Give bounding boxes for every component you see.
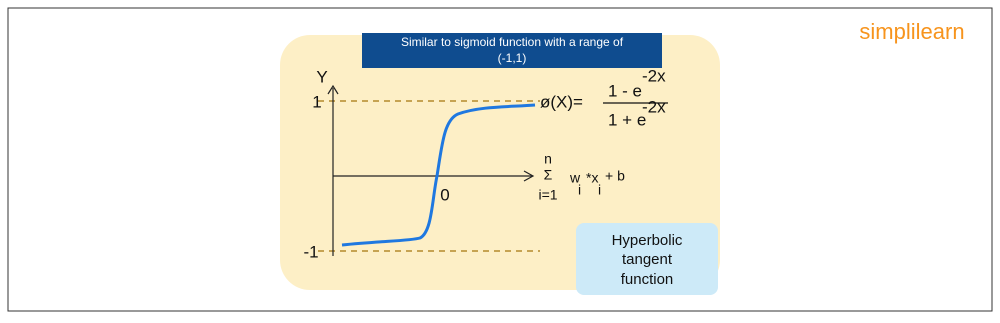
sum-upper: n — [544, 151, 552, 167]
formula-exponent: -2x — [642, 66, 666, 85]
banner-text: Similar to sigmoid function with a range… — [401, 35, 624, 49]
formula-exponent: -2x — [642, 97, 666, 116]
y-bottom-label: -1 — [303, 242, 318, 261]
caption-box — [576, 223, 718, 295]
logo: simplilearn — [859, 19, 964, 44]
tanh-curve — [341, 103, 536, 247]
caption-text: Hyperbolic — [612, 232, 683, 249]
caption-text: function — [621, 271, 674, 288]
sum-lower: i=1 — [538, 187, 557, 203]
formula-lhs: ø(X)= — [540, 92, 583, 111]
sum-subscript: i — [598, 182, 601, 198]
y-top-label: 1 — [312, 92, 321, 111]
origin-label: 0 — [440, 185, 449, 204]
y-axis-label: Y — [316, 67, 327, 86]
sum-weight: w — [569, 170, 581, 186]
formula-numerator: 1 - e — [608, 81, 642, 100]
banner — [362, 33, 662, 68]
y-arrow — [327, 84, 339, 95]
banner-text: (-1,1) — [498, 51, 527, 65]
sum-symbol: Σ — [544, 167, 553, 183]
caption-text: tangent — [622, 251, 673, 268]
sum-subscript: i — [578, 182, 581, 198]
sum-bias: + b — [605, 168, 625, 184]
x-arrow — [523, 170, 535, 182]
formula-denominator: 1 + e — [608, 110, 646, 129]
sum-input: *x — [586, 170, 598, 186]
